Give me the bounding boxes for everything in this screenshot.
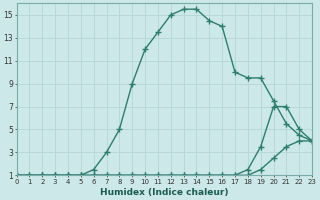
- X-axis label: Humidex (Indice chaleur): Humidex (Indice chaleur): [100, 188, 228, 197]
